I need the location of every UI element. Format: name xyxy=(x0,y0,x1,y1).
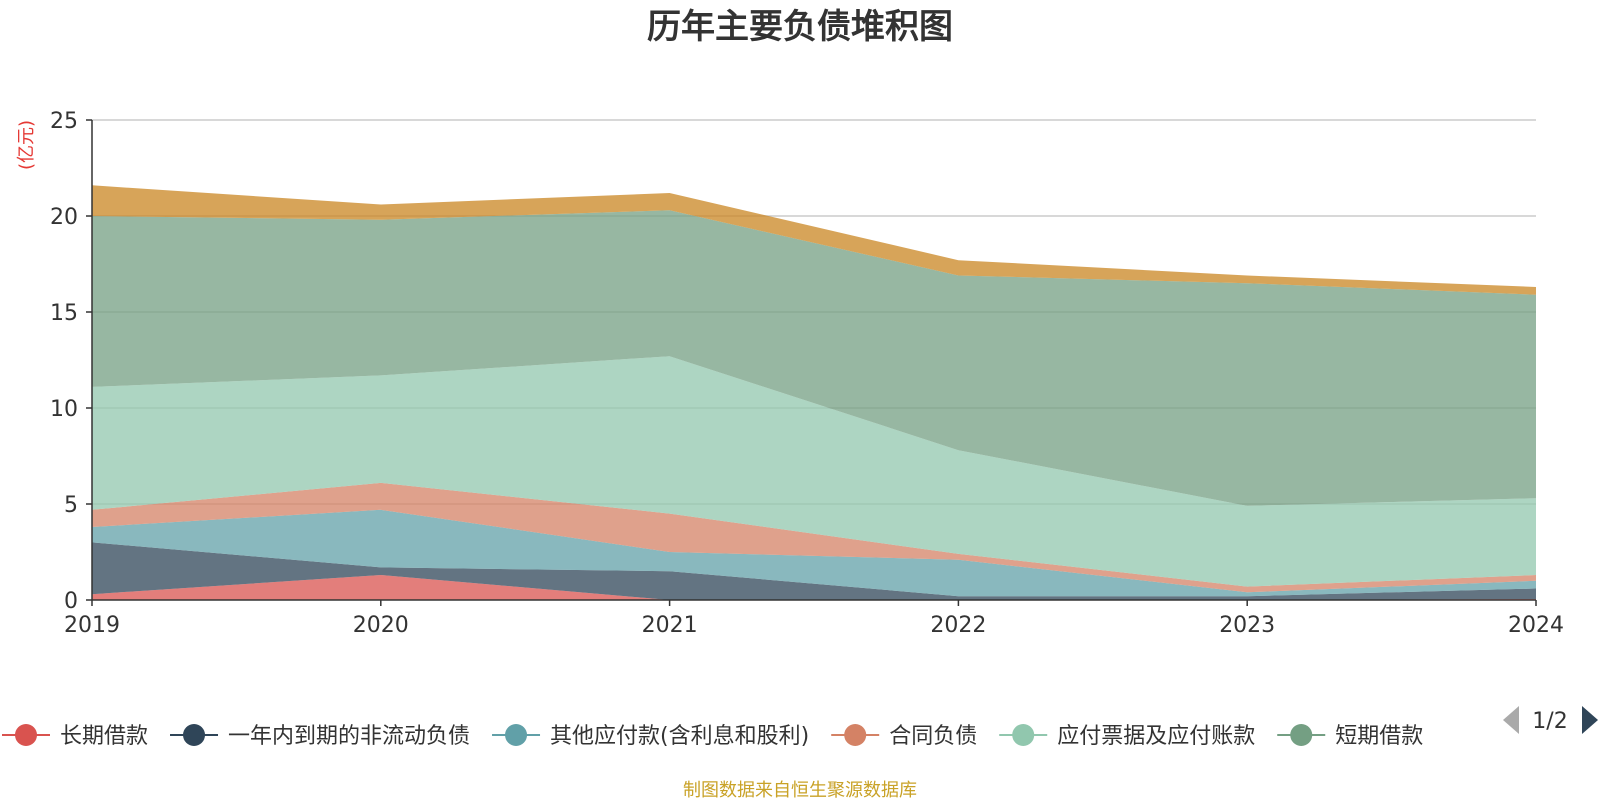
y-tick-label: 5 xyxy=(64,493,78,518)
legend-page-indicator: 1/2 xyxy=(1532,709,1567,734)
x-tick-label: 2021 xyxy=(642,613,698,638)
legend-items: 长期借款 一年内到期的非流动负债 其他应付款(含利息和股利) 合同负债 应付票据及应付账… xyxy=(2,724,1423,749)
y-tick-label: 15 xyxy=(50,301,78,326)
area-series-6 xyxy=(92,185,1536,295)
x-tick-label: 2020 xyxy=(353,613,409,638)
x-tick-label: 2022 xyxy=(930,613,986,638)
legend-next-arrow-icon[interactable] xyxy=(1582,706,1598,734)
area-series-5 xyxy=(92,210,1536,506)
legend-item[interactable]: 短期借款 xyxy=(1277,724,1423,749)
legend-dot-icon xyxy=(1012,724,1035,746)
x-tick-label: 2019 xyxy=(64,613,120,638)
x-tick-label: 2024 xyxy=(1508,613,1564,638)
axes: 0 5 10 15 20 25 2019 2020 2021 2022 2023 2024 xyxy=(50,109,1564,638)
y-tick-label: 0 xyxy=(64,589,78,614)
legend-item[interactable]: 合同负债 xyxy=(831,724,977,749)
legend-label: 长期借款 xyxy=(60,724,148,749)
legend-dot-icon xyxy=(15,724,37,746)
x-tick-label: 2023 xyxy=(1219,613,1275,638)
legend-item[interactable]: 应付票据及应付账款 xyxy=(999,724,1255,749)
legend-item[interactable]: 长期借款 xyxy=(2,724,148,749)
y-tick-label: 20 xyxy=(50,205,78,230)
area-series-3 xyxy=(92,482,1536,593)
y-tick-label: 25 xyxy=(50,109,78,134)
legend-label: 一年内到期的非流动负债 xyxy=(228,724,470,749)
legend: 长期借款 一年内到期的非流动负债 其他应付款(含利息和股利) 合同负债 应付票据及应付账… xyxy=(2,724,1423,749)
legend-dot-icon xyxy=(183,724,206,746)
area-series xyxy=(92,185,1536,600)
legend-label: 合同负债 xyxy=(889,724,977,749)
legend-dot-icon xyxy=(844,724,867,746)
legend-dot-icon xyxy=(1290,724,1313,746)
y-axis-unit-label: (亿元) xyxy=(16,120,37,170)
area-series-4 xyxy=(92,356,1536,587)
legend-item[interactable]: 其他应付款(含利息和股利) xyxy=(492,724,809,749)
legend-dot-icon xyxy=(505,724,528,746)
source-note: 制图数据来自恒生聚源数据库 xyxy=(683,780,917,800)
area-series-1 xyxy=(92,542,1536,600)
legend-item[interactable]: 一年内到期的非流动负债 xyxy=(170,724,470,749)
chart-title: 历年主要负债堆积图 xyxy=(647,7,953,47)
legend-label: 应付票据及应付账款 xyxy=(1057,724,1255,749)
legend-label: 其他应付款(含利息和股利) xyxy=(550,724,809,749)
legend-pager: 1/2 xyxy=(1503,706,1598,734)
legend-label: 短期借款 xyxy=(1335,724,1423,749)
legend-prev-arrow-icon[interactable] xyxy=(1503,706,1519,734)
area-series-0 xyxy=(92,575,1536,600)
area-series-2 xyxy=(92,509,1536,597)
y-tick-label: 10 xyxy=(50,397,78,422)
